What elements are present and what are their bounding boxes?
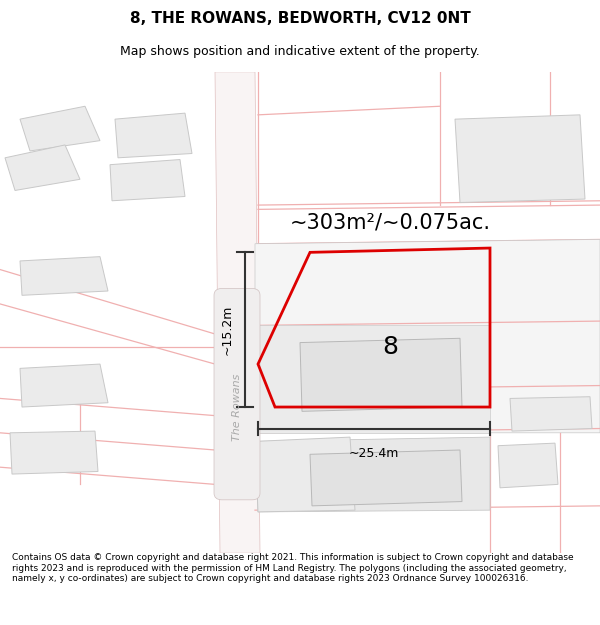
Polygon shape: [115, 113, 192, 158]
Polygon shape: [20, 257, 108, 295]
Polygon shape: [455, 115, 585, 202]
Text: The Rowans: The Rowans: [232, 373, 242, 441]
Polygon shape: [510, 397, 592, 431]
Polygon shape: [300, 338, 462, 411]
Polygon shape: [255, 437, 355, 512]
Text: Contains OS data © Crown copyright and database right 2021. This information is : Contains OS data © Crown copyright and d…: [12, 553, 574, 583]
Polygon shape: [20, 106, 100, 151]
Text: ~25.4m: ~25.4m: [349, 448, 399, 461]
Polygon shape: [498, 443, 558, 488]
Text: 8, THE ROWANS, BEDWORTH, CV12 0NT: 8, THE ROWANS, BEDWORTH, CV12 0NT: [130, 11, 470, 26]
Text: Map shows position and indicative extent of the property.: Map shows position and indicative extent…: [120, 44, 480, 58]
Text: ~15.2m: ~15.2m: [221, 304, 233, 355]
Polygon shape: [20, 364, 108, 407]
Polygon shape: [255, 437, 490, 512]
Polygon shape: [215, 72, 260, 553]
Text: 8: 8: [382, 335, 398, 359]
FancyBboxPatch shape: [214, 289, 260, 500]
Text: ~303m²/~0.075ac.: ~303m²/~0.075ac.: [290, 213, 491, 232]
Polygon shape: [5, 145, 80, 191]
Polygon shape: [255, 239, 600, 432]
Polygon shape: [110, 159, 185, 201]
Polygon shape: [10, 431, 98, 474]
Polygon shape: [310, 450, 462, 506]
Polygon shape: [255, 326, 490, 432]
